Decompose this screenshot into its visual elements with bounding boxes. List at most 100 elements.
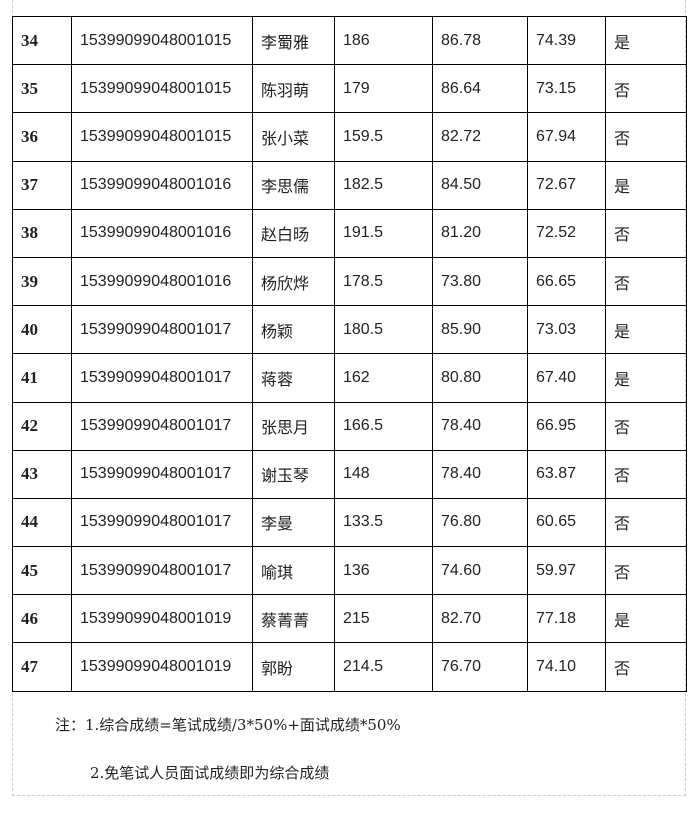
row-number: 45 xyxy=(12,546,72,596)
written-score: 179 xyxy=(334,64,433,114)
qualified: 是 xyxy=(605,160,687,210)
exam-id: 15399099048001017 xyxy=(71,546,253,596)
written-score: 186 xyxy=(334,15,433,66)
qualified: 否 xyxy=(605,208,687,258)
name: 赵白旸 xyxy=(252,208,335,258)
qualified: 是 xyxy=(605,594,687,644)
table-row: 37 15399099048001016 李思儒 182.5 84.50 72.67 是 xyxy=(12,160,687,210)
written-score: 215 xyxy=(334,594,433,644)
total-score: 77.18 xyxy=(527,594,606,644)
written-score: 166.5 xyxy=(334,401,433,451)
qualified: 否 xyxy=(605,449,687,499)
total-score: 73.03 xyxy=(527,305,606,355)
row-number: 41 xyxy=(12,353,72,403)
qualified: 是 xyxy=(605,353,687,403)
qualified: 否 xyxy=(605,64,687,114)
total-score: 74.10 xyxy=(527,642,606,692)
name: 蔡菁菁 xyxy=(252,594,335,644)
name: 李思儒 xyxy=(252,160,335,210)
qualified: 否 xyxy=(605,256,687,307)
name: 郭盼 xyxy=(252,642,335,692)
row-number: 34 xyxy=(12,15,72,66)
exam-id: 15399099048001015 xyxy=(71,64,253,114)
table-row: 35 15399099048001015 陈羽萌 179 86.64 73.15 否 xyxy=(12,64,687,114)
total-score: 60.65 xyxy=(527,497,606,548)
row-number: 47 xyxy=(12,642,72,692)
interview-score: 86.64 xyxy=(432,64,528,114)
exam-id: 15399099048001017 xyxy=(71,305,253,355)
exam-id: 15399099048001015 xyxy=(71,15,253,66)
row-number: 39 xyxy=(12,256,72,307)
written-score: 214.5 xyxy=(334,642,433,692)
written-score: 148 xyxy=(334,449,433,499)
total-score: 66.65 xyxy=(527,256,606,307)
table-row: 34 15399099048001015 李蜀雅 186 86.78 74.39 是 xyxy=(12,15,687,66)
row-number: 44 xyxy=(12,497,72,548)
row-number: 38 xyxy=(12,208,72,258)
interview-score: 86.78 xyxy=(432,15,528,66)
written-score: 162 xyxy=(334,353,433,403)
written-score: 136 xyxy=(334,546,433,596)
interview-score: 81.20 xyxy=(432,208,528,258)
name: 李蜀雅 xyxy=(252,15,335,66)
interview-score: 73.80 xyxy=(432,256,528,307)
table-row: 43 15399099048001017 谢玉琴 148 78.40 63.87 否 xyxy=(12,449,687,499)
total-score: 63.87 xyxy=(527,449,606,499)
total-score: 59.97 xyxy=(527,546,606,596)
interview-score: 76.80 xyxy=(432,497,528,548)
exam-id: 15399099048001019 xyxy=(71,594,253,644)
exam-id: 15399099048001016 xyxy=(71,160,253,210)
score-table: 34 15399099048001015 李蜀雅 186 86.78 74.39 是 35 15… xyxy=(12,15,687,692)
exam-id: 15399099048001015 xyxy=(71,112,253,162)
table-row: 36 15399099048001015 张小菜 159.5 82.72 67.94 否 xyxy=(12,112,687,162)
exam-id: 15399099048001017 xyxy=(71,401,253,451)
name: 张思月 xyxy=(252,401,335,451)
total-score: 67.94 xyxy=(527,112,606,162)
interview-score: 82.72 xyxy=(432,112,528,162)
name: 李曼 xyxy=(252,497,335,548)
row-number: 42 xyxy=(12,401,72,451)
table-row: 41 15399099048001017 蒋蓉 162 80.80 67.40 是 xyxy=(12,353,687,403)
table-row: 40 15399099048001017 杨颖 180.5 85.90 73.03 是 xyxy=(12,305,687,355)
qualified: 否 xyxy=(605,642,687,692)
qualified: 否 xyxy=(605,112,687,162)
table-row: 38 15399099048001016 赵白旸 191.5 81.20 72.52 否 xyxy=(12,208,687,258)
name: 谢玉琴 xyxy=(252,449,335,499)
interview-score: 80.80 xyxy=(432,353,528,403)
table-row: 42 15399099048001017 张思月 166.5 78.40 66.95 否 xyxy=(12,401,687,451)
exam-id: 15399099048001016 xyxy=(71,208,253,258)
exam-id: 15399099048001017 xyxy=(71,497,253,548)
exam-id: 15399099048001016 xyxy=(71,256,253,307)
written-score: 182.5 xyxy=(334,160,433,210)
name: 杨欣烨 xyxy=(252,256,335,307)
table-row: 46 15399099048001019 蔡菁菁 215 82.70 77.18 是 xyxy=(12,594,687,644)
note-line-1: 注：1.综合成绩=笔试成绩/3*50%+面试成绩*50% xyxy=(55,716,401,734)
exam-id: 15399099048001019 xyxy=(71,642,253,692)
written-score: 178.5 xyxy=(334,256,433,307)
total-score: 66.95 xyxy=(527,401,606,451)
name: 蒋蓉 xyxy=(252,353,335,403)
total-score: 73.15 xyxy=(527,64,606,114)
interview-score: 82.70 xyxy=(432,594,528,644)
total-score: 74.39 xyxy=(527,15,606,66)
interview-score: 76.70 xyxy=(432,642,528,692)
interview-score: 78.40 xyxy=(432,401,528,451)
row-number: 35 xyxy=(12,64,72,114)
qualified: 是 xyxy=(605,305,687,355)
qualified: 是 xyxy=(605,15,687,66)
row-number: 37 xyxy=(12,160,72,210)
qualified: 否 xyxy=(605,401,687,451)
table-row: 44 15399099048001017 李曼 133.5 76.80 60.65 否 xyxy=(12,497,687,548)
table-row: 39 15399099048001016 杨欣烨 178.5 73.80 66.65 否 xyxy=(12,256,687,307)
name: 张小菜 xyxy=(252,112,335,162)
table-row: 47 15399099048001019 郭盼 214.5 76.70 74.10 否 xyxy=(12,642,687,692)
exam-id: 15399099048001017 xyxy=(71,449,253,499)
name: 杨颖 xyxy=(252,305,335,355)
row-number: 36 xyxy=(12,112,72,162)
qualified: 否 xyxy=(605,497,687,548)
written-score: 191.5 xyxy=(334,208,433,258)
row-number: 43 xyxy=(12,449,72,499)
row-number: 46 xyxy=(12,594,72,644)
exam-id: 15399099048001017 xyxy=(71,353,253,403)
name: 陈羽萌 xyxy=(252,64,335,114)
